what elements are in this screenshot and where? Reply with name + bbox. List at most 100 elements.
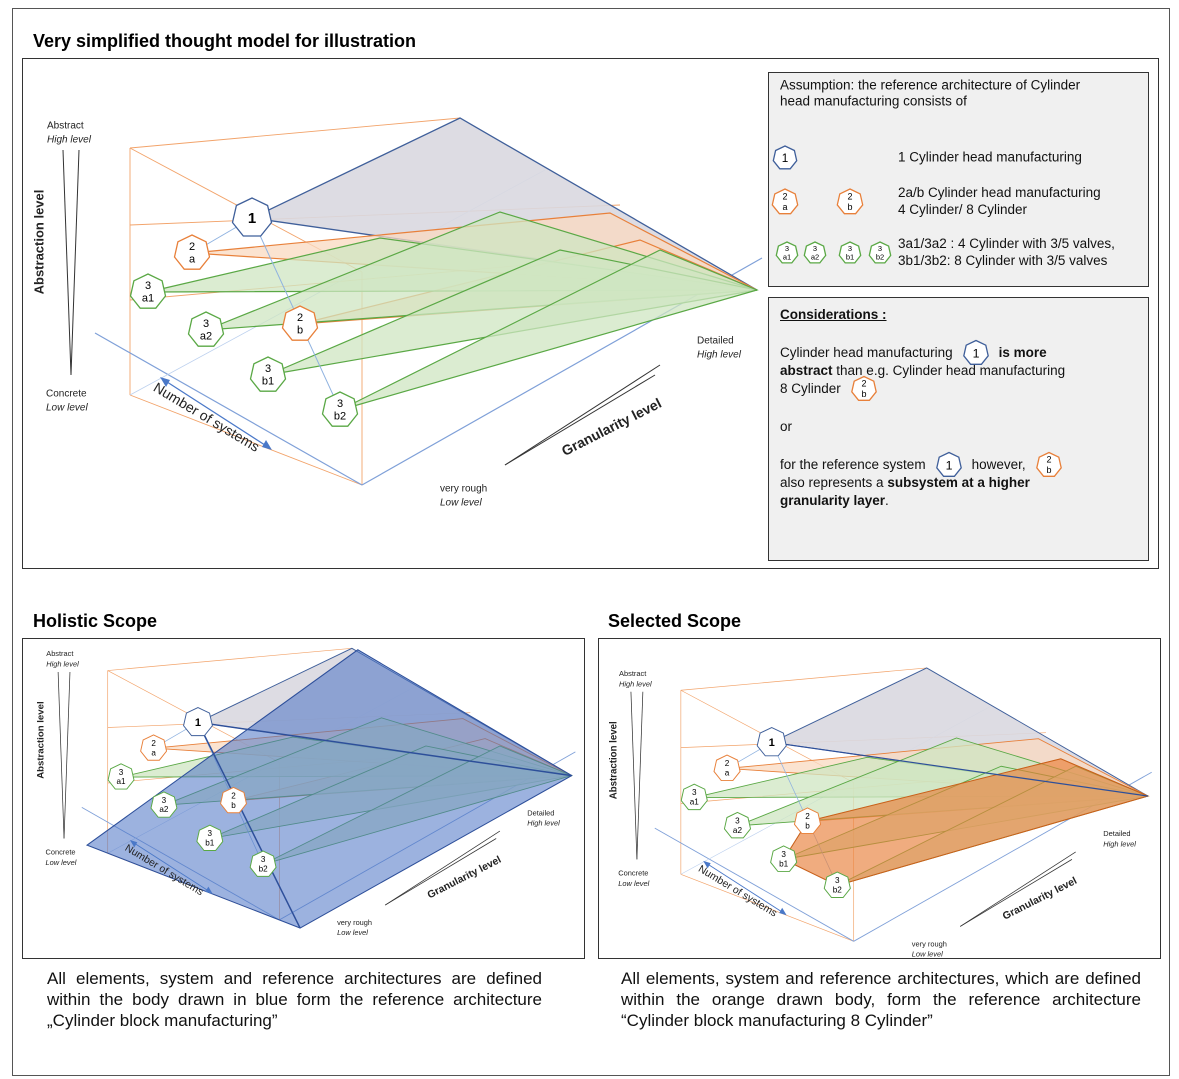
node-sub: b1 — [205, 839, 215, 848]
axis-end-label: High level — [697, 350, 742, 361]
considerations-paragraph: Cylinder head manufacturing1is moreabstr… — [780, 344, 1140, 398]
node-icon: 2b — [1034, 451, 1064, 479]
considerations-text: Cylinder head manufacturing — [780, 344, 953, 362]
node-number: 2 — [189, 241, 195, 253]
node-sub: b2 — [876, 252, 884, 261]
node-sub: a1 — [142, 293, 154, 305]
considerations-text: abstract — [780, 362, 833, 380]
assumption-intro: Assumption: the reference architecture o… — [780, 78, 1081, 93]
node-sub: b1 — [779, 859, 789, 868]
node-sub: b — [297, 325, 303, 337]
diagram-layer: AbstractHigh levelConcreteLow levelvery … — [0, 0, 1179, 1079]
assumption-text: 2a/b Cylinder head manufacturing — [898, 185, 1101, 200]
axis-end-label: Detailed — [1103, 829, 1130, 838]
scope-body — [87, 650, 572, 928]
arrow-line — [164, 380, 268, 447]
node-sub: a2 — [733, 826, 743, 835]
node-number: 2 — [231, 791, 236, 800]
node-sub: b — [847, 202, 852, 212]
node-number: 2 — [151, 739, 156, 748]
axis-end-label: Abstract — [47, 121, 84, 132]
node-number: 3 — [261, 855, 266, 864]
considerations-text: for the reference system — [780, 456, 926, 474]
thought-model: AbstractHigh levelConcreteLow levelvery … — [36, 648, 576, 937]
axis-end-label: Low level — [46, 403, 88, 414]
node-sub: a — [189, 254, 196, 266]
node-number: 1 — [769, 737, 775, 749]
node-number: 2 — [1046, 454, 1051, 464]
page: Very simplified thought model for illust… — [0, 0, 1179, 1079]
wedge-line — [637, 692, 643, 860]
node-number: 3 — [119, 768, 124, 777]
axis-end-label: High level — [619, 679, 652, 688]
node-number: 3 — [162, 796, 167, 805]
axis-end-label: High level — [47, 135, 92, 146]
node-number: 3 — [265, 363, 271, 375]
axis-title: Granularity level — [1001, 876, 1079, 923]
considerations-text: granularity layer — [780, 492, 885, 510]
axis-end-label: High level — [1103, 839, 1136, 848]
arrow-line — [706, 863, 783, 913]
selected-caption: All elements, system and reference archi… — [621, 968, 1141, 1031]
axis-end-label: Abstract — [46, 649, 73, 658]
assumption-text: 3b1/3b2: 8 Cylinder with 3/5 valves — [898, 253, 1108, 268]
node-sub: b2 — [334, 411, 346, 423]
node-number: 3 — [145, 280, 151, 292]
axis-title: Abstraction level — [608, 721, 619, 799]
node-number: 3 — [208, 829, 213, 838]
node-number: 3 — [835, 876, 840, 885]
node-sub: b — [805, 821, 810, 830]
axis-end-label: Concrete — [618, 868, 648, 877]
axis-end-label: very rough — [337, 918, 372, 927]
assumption-text: 4 Cylinder/ 8 Cylinder — [898, 202, 1028, 217]
node-sub: a2 — [200, 331, 212, 343]
axis-end-label: High level — [46, 660, 79, 669]
wedge-line — [71, 150, 79, 375]
node-sub: b — [1046, 465, 1051, 475]
axis-end-label: High level — [527, 819, 560, 828]
axis-end-label: Detailed — [697, 336, 734, 347]
node-number: 1 — [782, 152, 789, 165]
considerations-text: however, — [972, 456, 1026, 474]
node-number: 1 — [945, 458, 952, 472]
assumption-intro: head manufacturing consists of — [780, 94, 967, 109]
arrow-head — [262, 440, 272, 450]
node-number: 2 — [861, 378, 866, 388]
axis-title: Abstraction level — [31, 190, 46, 295]
assumption-text: 1 Cylinder head manufacturing — [898, 150, 1082, 165]
considerations-line: or — [780, 418, 1140, 436]
thought-model: AbstractHigh levelConcreteLow levelvery … — [31, 118, 762, 509]
node-number: 2 — [725, 759, 730, 768]
node-sub: a2 — [159, 805, 169, 814]
node-sub: a — [151, 748, 156, 757]
considerations-line: abstract than e.g. Cylinder head manufac… — [780, 362, 1140, 380]
node-number: 3 — [203, 318, 209, 330]
node-sub: b — [231, 801, 236, 810]
axis-end-label: very rough — [440, 484, 487, 495]
considerations-text: . — [885, 492, 889, 510]
axis-end-label: Low level — [46, 858, 77, 867]
wedge-line — [64, 672, 70, 839]
node-number: 1 — [195, 717, 201, 729]
node-sub: a1 — [116, 777, 126, 786]
node-sub: b — [861, 389, 866, 399]
node-number: 2 — [847, 191, 852, 201]
axis-end-label: Detailed — [527, 808, 554, 817]
axis-title: Number of systems — [151, 379, 263, 455]
axis-title: Abstraction level — [36, 701, 47, 778]
node-number: 3 — [781, 850, 786, 859]
axis-end-label: Low level — [337, 928, 368, 937]
node-sub: b1 — [262, 376, 274, 388]
axis-end-label: Concrete — [46, 848, 76, 857]
considerations: Considerations :Cylinder head manufactur… — [780, 306, 1140, 530]
node-sub: a1 — [783, 252, 791, 261]
axis-end-label: Abstract — [619, 669, 647, 678]
axis-end-label: Low level — [440, 498, 482, 509]
node-sub: b2 — [259, 864, 269, 873]
thought-model: AbstractHigh levelConcreteLow levelvery … — [608, 668, 1151, 959]
considerations-text: or — [780, 418, 792, 436]
assumption-text: 3a1/3a2 : 4 Cylinder with 3/5 valves, — [898, 236, 1115, 251]
